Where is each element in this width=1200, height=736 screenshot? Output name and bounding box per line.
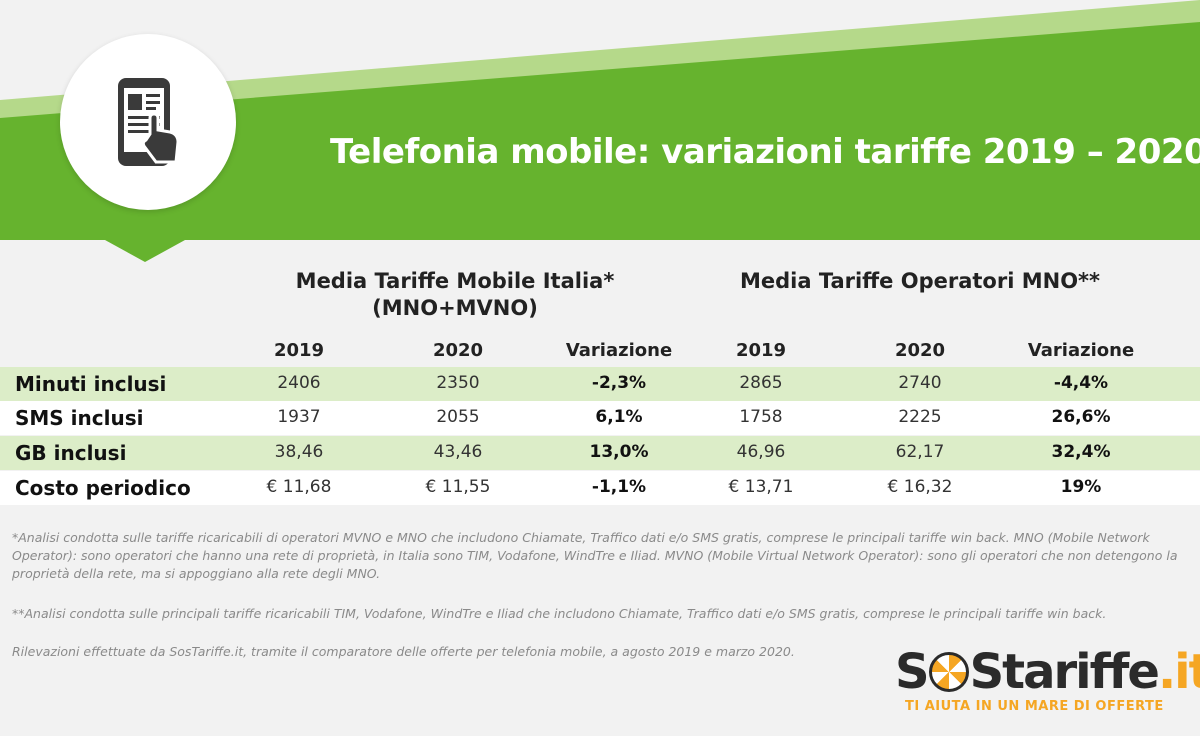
row-label: Costo periodico: [15, 476, 191, 500]
cell-mno-variazione: -4,4%: [1053, 373, 1109, 393]
logo-part3: .it: [1157, 644, 1200, 700]
table-row-minuti: Minuti inclusi 2406 2350 -2,3% 2865 2740…: [0, 367, 1200, 401]
smartphone-icon-circle: [60, 34, 236, 210]
header-banner: [0, 0, 1200, 262]
cell-italia-variazione: -1,1%: [591, 477, 647, 497]
cell-italia-2019: 38,46: [274, 442, 324, 462]
col-header-mno-2019: 2019: [735, 340, 787, 361]
table-row-costo: Costo periodico € 11,68 € 11,55 -1,1% € …: [0, 471, 1200, 505]
group-header-mno: Media Tariffe Operatori MNO**: [700, 268, 1140, 295]
cell-mno-2019: 46,96: [736, 442, 786, 462]
logo-part1: S: [895, 644, 930, 700]
cell-mno-2020: € 16,32: [887, 477, 953, 497]
table-row-sms: SMS inclusi 1937 2055 6,1% 1758 2225 26,…: [0, 401, 1200, 435]
footnote-mno: **Analisi condotta sulle principali tari…: [12, 606, 1107, 621]
cell-mno-2020: 62,17: [895, 442, 945, 462]
cell-italia-2019: € 11,68: [266, 477, 332, 497]
col-header-mno-2020: 2020: [894, 340, 946, 361]
group-header-italia-line1: Media Tariffe Mobile Italia*: [295, 269, 615, 293]
col-header-mno-variazione: Variazione: [1027, 340, 1135, 361]
cell-italia-2019: 2406: [277, 373, 321, 393]
cell-mno-variazione: 32,4%: [1051, 442, 1111, 462]
cell-mno-variazione: 26,6%: [1051, 407, 1111, 427]
logo-tagline: TI AIUTA IN UN MARE DI OFFERTE: [905, 699, 1164, 714]
cell-italia-variazione: 6,1%: [595, 407, 643, 427]
cell-mno-2020: 2225: [898, 407, 942, 427]
cell-italia-2019: 1937: [277, 407, 321, 427]
footnote-source: Rilevazioni effettuate da SosTariffe.it,…: [12, 644, 795, 659]
cell-mno-2019: 2865: [739, 373, 783, 393]
cell-mno-2020: 2740: [898, 373, 942, 393]
group-header-italia: Media Tariffe Mobile Italia* (MNO+MVNO): [270, 268, 640, 322]
cell-italia-2020: 2350: [436, 373, 480, 393]
cell-mno-variazione: 19%: [1060, 477, 1102, 497]
logo-wordmark: S Stariffe.it: [895, 644, 1200, 700]
row-label: GB inclusi: [15, 441, 127, 465]
cell-italia-variazione: -2,3%: [591, 373, 647, 393]
cell-italia-2020: 2055: [436, 407, 480, 427]
smartphone-touch-icon: [118, 78, 180, 166]
sostariffe-logo: S Stariffe.it TI AIUTA IN UN MARE DI OFFE…: [895, 644, 1200, 726]
footnote-italia: *Analisi condotta sulle tariffe ricarica…: [12, 530, 1178, 581]
group-header-italia-line2: (MNO+MVNO): [372, 296, 538, 320]
row-label: SMS inclusi: [15, 406, 144, 430]
page-title: Telefonia mobile: variazioni tariffe 201…: [330, 132, 1200, 172]
lifebuoy-icon: [928, 652, 969, 692]
cell-italia-2020: 43,46: [433, 442, 483, 462]
cell-mno-2019: € 13,71: [728, 477, 794, 497]
row-label: Minuti inclusi: [15, 372, 167, 396]
group-header-mno-line1: Media Tariffe Operatori MNO**: [739, 269, 1101, 293]
col-header-italia-variazione: Variazione: [565, 340, 673, 361]
col-header-italia-2020: 2020: [432, 340, 484, 361]
cell-italia-variazione: 13,0%: [589, 442, 649, 462]
logo-part2: Stariffe: [969, 644, 1160, 700]
cell-mno-2019: 1758: [739, 407, 783, 427]
table-row-gb: GB inclusi 38,46 43,46 13,0% 46,96 62,17…: [0, 436, 1200, 470]
cell-italia-2020: € 11,55: [425, 477, 491, 497]
col-header-italia-2019: 2019: [273, 340, 325, 361]
